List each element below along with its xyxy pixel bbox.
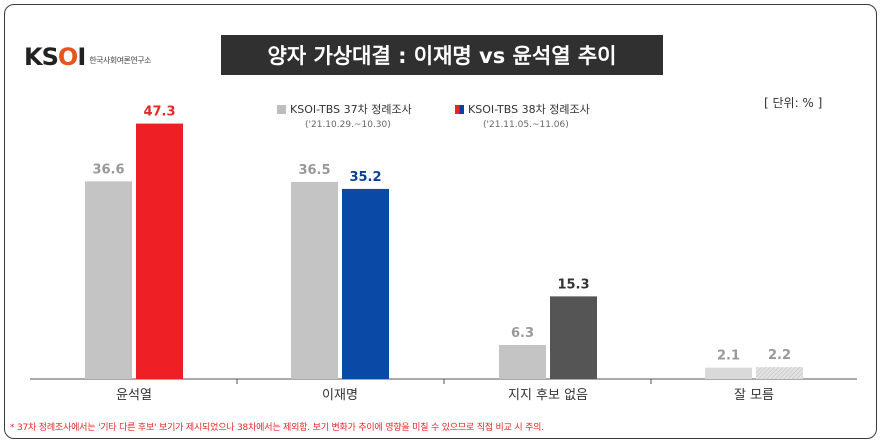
data-label-3-series-1: 6.3 [511, 326, 534, 341]
category-label-4: 잘 모름 [734, 388, 774, 403]
data-label-4-series-2: 2.2 [768, 348, 791, 363]
bar-3-series-2 [550, 296, 597, 379]
logo-mark: KSOI [24, 43, 86, 71]
legend-period-38: ('21.11.05.~11.06) [483, 120, 569, 130]
bar-2-series-2 [342, 188, 389, 379]
unit-label: [ 단위: % ] [764, 96, 823, 110]
legend-swatch-red-blue [455, 105, 464, 114]
bar-3-series-1 [499, 344, 546, 379]
data-label-1-series-1: 36.6 [92, 162, 124, 177]
data-label-2-series-1: 36.5 [298, 163, 330, 178]
data-label-2-series-2: 35.2 [349, 170, 381, 185]
legend-item-37: KSOI-TBS 37차 정례조사 ('21.10.29.~10.30) [277, 101, 412, 130]
footnote: * 37차 정례조사에서는 '기타 다른 후보' 보기가 제시되었으나 38차에… [10, 423, 544, 433]
legend-period-37: ('21.10.29.~10.30) [305, 120, 391, 130]
logo-subtitle: 한국사회여론연구소 [89, 55, 151, 65]
bar-4-series-1 [705, 367, 752, 379]
legend-swatch-grey [277, 105, 286, 114]
bar-1-series-1 [85, 181, 132, 379]
category-label-3: 지지 후보 없음 [508, 388, 588, 403]
legend-label-37: KSOI-TBS 37차 정례조사 [290, 103, 412, 116]
data-label-4-series-1: 2.1 [717, 349, 740, 364]
bar-4-series-2 [756, 367, 803, 379]
category-label-1: 윤석열 [116, 388, 152, 403]
chart-title: 양자 가상대결 : 이재명 vs 윤석열 추이 [221, 35, 663, 75]
legend-label-38: KSOI-TBS 38차 정례조사 [468, 103, 590, 116]
chart-title-text: 양자 가상대결 : 이재명 vs 윤석열 추이 [267, 44, 617, 68]
bar-1-series-2 [136, 123, 183, 379]
data-label-1-series-2: 47.3 [143, 105, 175, 120]
logo: KSOI 한국사회여론연구소 [24, 43, 151, 71]
legend-item-38: KSOI-TBS 38차 정례조사 ('21.11.05.~11.06) [455, 101, 590, 130]
category-label-2: 이재명 [322, 388, 358, 403]
bar-2-series-1 [291, 181, 338, 379]
data-label-3-series-2: 15.3 [557, 277, 589, 292]
